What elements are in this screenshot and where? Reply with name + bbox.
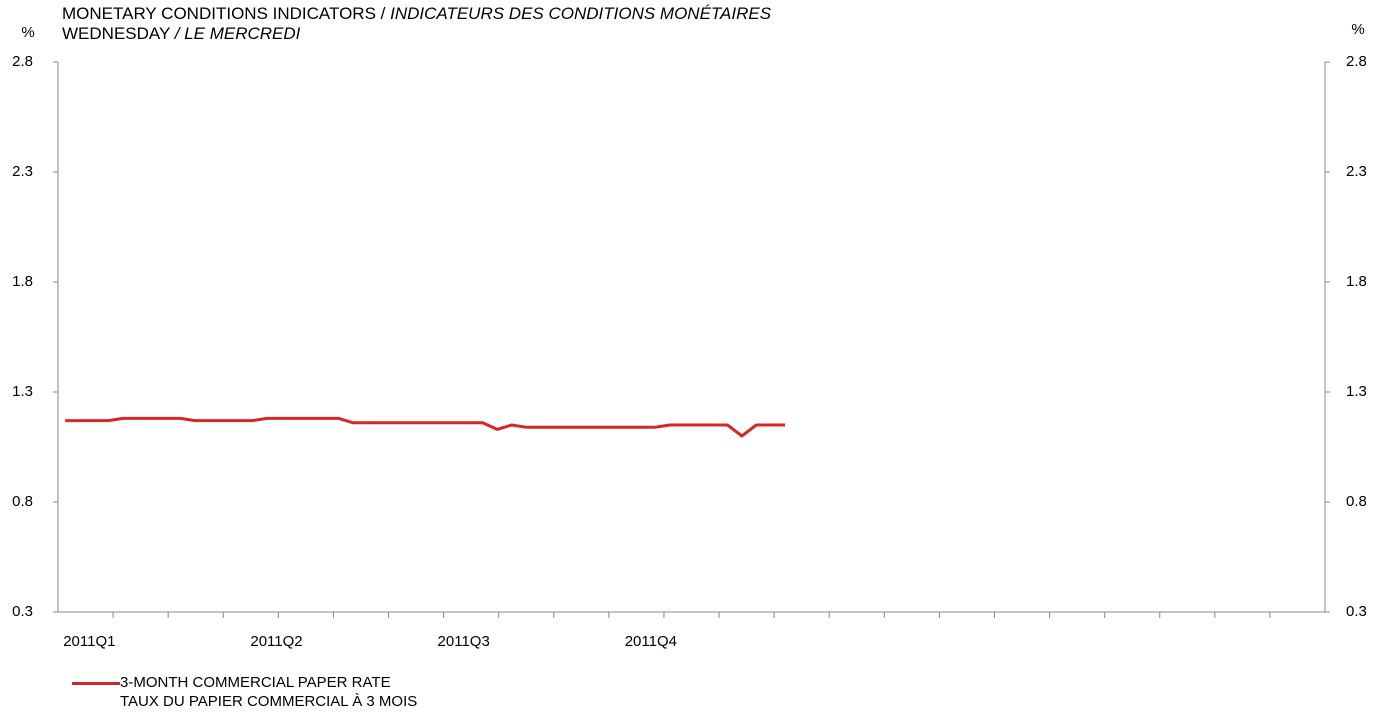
- y-tick-label: 0.3: [12, 603, 33, 620]
- axes: [57, 62, 1326, 613]
- x-tick-label: 2011Q4: [625, 633, 677, 650]
- y-tick-label: 1.3: [12, 383, 33, 400]
- y2-tick-label: 1.8: [1346, 273, 1367, 290]
- chart-title: MONETARY CONDITIONS INDICATORS / INDICAT…: [62, 4, 852, 44]
- title-line: MONETARY CONDITIONS INDICATORS / INDICAT…: [62, 4, 852, 24]
- legend-label: 3-MONTH COMMERCIAL PAPER RATE TAUX DU PA…: [120, 674, 418, 710]
- y-axis-label: %: [21, 24, 34, 41]
- y-tick-label: 0.8: [12, 493, 33, 510]
- x-tick-label: 2011Q3: [438, 633, 490, 650]
- y2-tick-label: 1.3: [1346, 383, 1367, 400]
- y2-tick-label: 2.3: [1346, 163, 1367, 180]
- y2-tick-label: 0.3: [1346, 603, 1367, 620]
- y-tick-label: 2.8: [12, 53, 33, 70]
- y2-tick-label: 2.8: [1346, 53, 1367, 70]
- subtitle-italic: / LE MERCREDI: [174, 24, 301, 43]
- subtitle: WEDNESDAY: [62, 24, 171, 43]
- y2-tick-label: 0.8: [1346, 493, 1367, 510]
- y-tick-label: 2.3: [12, 163, 33, 180]
- legend-swatch: [72, 682, 120, 685]
- y-tick-label: 1.8: [12, 273, 33, 290]
- x-tick-label: 2011Q2: [250, 633, 302, 650]
- legend: 3-MONTH COMMERCIAL PAPER RATE TAUX DU PA…: [72, 673, 417, 711]
- y2-axis-label: %: [1351, 21, 1364, 38]
- title-italic: INDICATEURS DES CONDITIONS MONÉTAIRES: [390, 4, 772, 23]
- title: MONETARY CONDITIONS INDICATORS /: [62, 4, 386, 23]
- series-line: [65, 416, 786, 438]
- x-tick-label: 2011Q1: [63, 633, 115, 650]
- subtitle-line: WEDNESDAY / LE MERCREDI: [62, 24, 852, 44]
